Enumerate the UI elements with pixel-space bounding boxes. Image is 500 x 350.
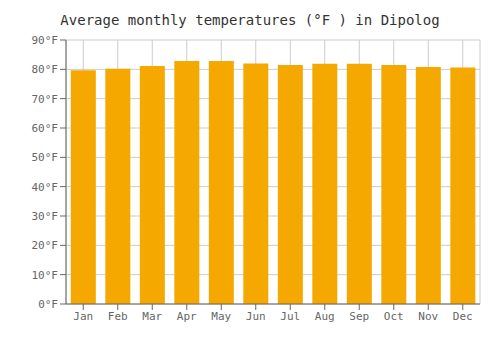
svg-text:60°F: 60°F [32,122,59,135]
svg-text:Apr: Apr [177,310,197,323]
svg-text:Nov: Nov [418,310,438,323]
svg-text:30°F: 30°F [32,210,59,223]
svg-text:40°F: 40°F [32,181,59,194]
svg-text:Jun: Jun [246,310,266,323]
svg-text:Oct: Oct [384,310,404,323]
svg-text:Feb: Feb [108,310,128,323]
svg-text:May: May [211,310,231,323]
svg-text:0°F: 0°F [38,298,58,311]
svg-text:Jan: Jan [73,310,93,323]
svg-text:Aug: Aug [315,310,335,323]
svg-text:50°F: 50°F [32,151,59,164]
svg-text:Sep: Sep [349,310,369,323]
svg-text:Dec: Dec [453,310,473,323]
svg-text:90°F: 90°F [32,34,59,47]
html-text:Average monthly temperatures (: Average monthly temperatures (°F ) in Di… [60,12,440,28]
svg-text:20°F: 20°F [32,239,59,252]
svg-text:80°F: 80°F [32,63,59,76]
svg-text:10°F: 10°F [32,269,59,282]
svg-text:Mar: Mar [142,310,162,323]
svg-text:70°F: 70°F [32,93,59,106]
svg-text:Jul: Jul [280,310,300,323]
